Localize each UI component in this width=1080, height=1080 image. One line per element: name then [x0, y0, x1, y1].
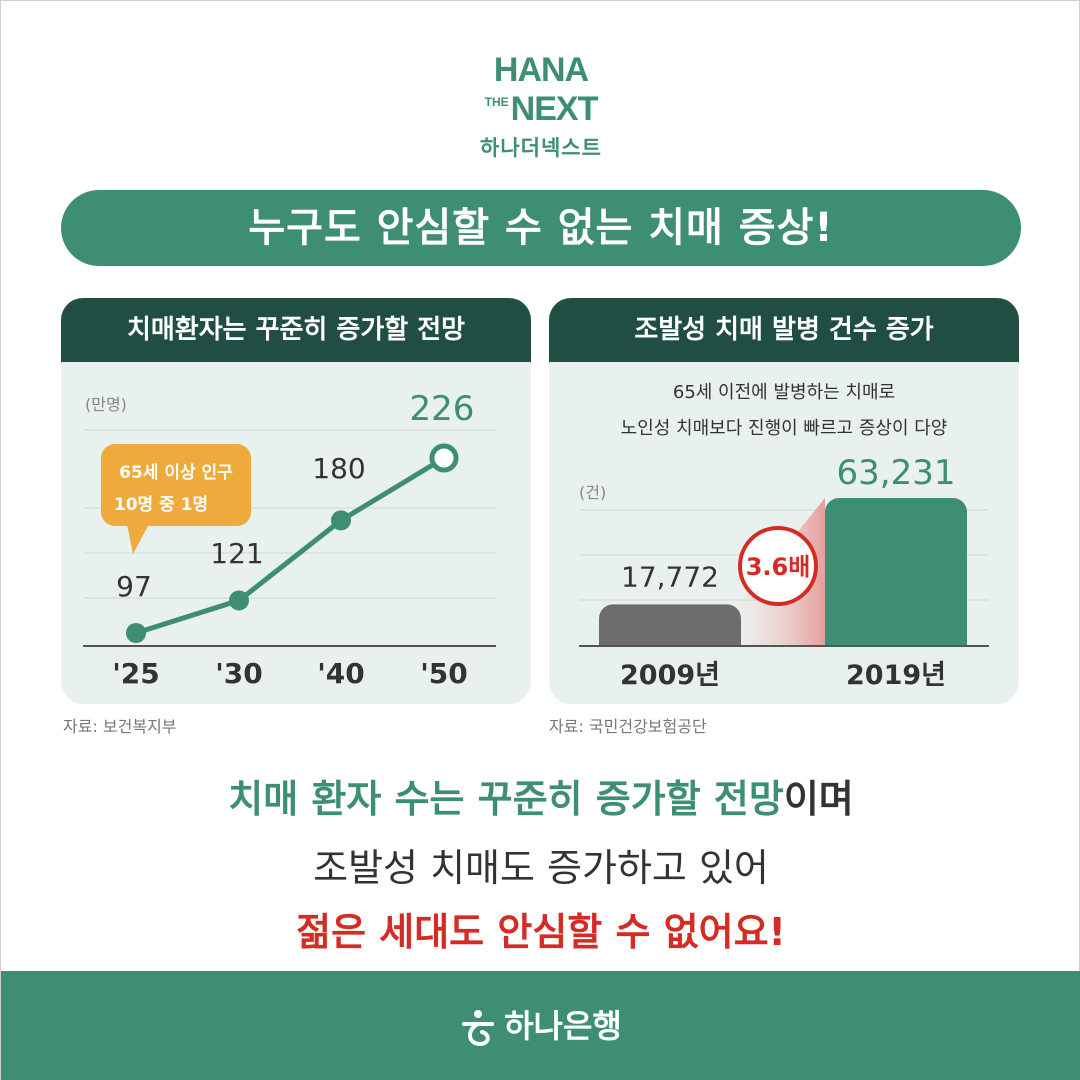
data-label: 63,231: [837, 453, 956, 493]
x-tick-label: 2009년: [620, 660, 720, 691]
right-desc-line-1: 65세 이전에 발병하는 치매로: [673, 382, 895, 403]
callout-line-1: 65세 이상 인구: [119, 463, 233, 483]
ratio-badge-circle: [738, 526, 818, 606]
data-point: [429, 443, 459, 473]
line-chart: (만명) 97 121 180 226 '25 '30 '40 '50 65세 이상 인구 10명 …: [83, 389, 496, 690]
data-point: [331, 510, 351, 531]
logo-korean: 하나더넥스트: [480, 136, 602, 160]
bank-name: 하나은행: [504, 1007, 622, 1045]
x-tick-label: '50: [420, 657, 468, 690]
footer-bar: 하나은행: [1, 971, 1080, 1080]
message-line-2: 조발성 치매도 증가하고 있어: [313, 846, 769, 890]
logo-next: NEXT: [510, 90, 599, 128]
callout-box: [101, 444, 251, 526]
left-panel-title: 치매환자는 꾸준히 증가할 전망: [61, 298, 531, 362]
hana-bank-logo-icon: [462, 1010, 495, 1047]
right-panel-title: 조발성 치매 발병 건수 증가: [549, 298, 1019, 362]
data-point: [229, 590, 249, 611]
data-label: 17,772: [621, 560, 719, 593]
x-tick-label: 2019년: [846, 660, 946, 691]
series-line: [135, 455, 446, 636]
logo-hana: HANA: [493, 51, 589, 89]
right-desc-line-2: 노인성 치매보다 진행이 빠르고 증상이 다양: [621, 418, 948, 439]
logo-the: THE: [484, 95, 509, 109]
dementia-patients-panel: 치매환자는 꾸준히 증가할 전망 (만명) 97 121 180 226 '25 '30 '4…: [61, 298, 531, 704]
x-tick-label: '30: [215, 657, 263, 690]
message-highlight: 치매 환자 수는 꾸준히 증가할 전망: [228, 777, 784, 821]
message-line-3: 젊은 세대도 안심할 수 없어요!: [296, 910, 786, 954]
headline-banner: 누구도 안심할 수 없는 치매 증상!: [61, 190, 1021, 266]
message-line-1: 치매 환자 수는 꾸준히 증가할 전망이며: [1, 768, 1080, 823]
bar-2019: [825, 498, 967, 660]
ratio-badge-label: 3.6배: [746, 553, 811, 581]
message-line1-rest: 이며: [783, 777, 854, 821]
data-label: 226: [410, 389, 475, 429]
hana-bank-brand: 하나은행: [460, 1001, 622, 1051]
bar-base-cover: [549, 646, 1019, 704]
unit-label: (만명): [85, 395, 127, 414]
right-source: 자료: 국민건강보험공단: [549, 717, 707, 736]
data-label: 121: [210, 537, 263, 570]
data-point: [126, 623, 146, 643]
x-tick-label: '40: [317, 657, 365, 690]
data-label: 180: [312, 452, 365, 485]
logo-the-next: THENEXT: [1, 85, 1080, 126]
data-label: 97: [116, 570, 152, 603]
left-source: 자료: 보건복지부: [63, 717, 177, 736]
callout-pointer: [127, 524, 149, 554]
x-tick-label: '25: [112, 657, 160, 690]
callout-line-2: 10명 중 1명: [114, 495, 208, 515]
brand-logo: HANA THENEXT 하나더넥스트: [1, 53, 1080, 162]
unit-label: (건): [579, 483, 606, 502]
